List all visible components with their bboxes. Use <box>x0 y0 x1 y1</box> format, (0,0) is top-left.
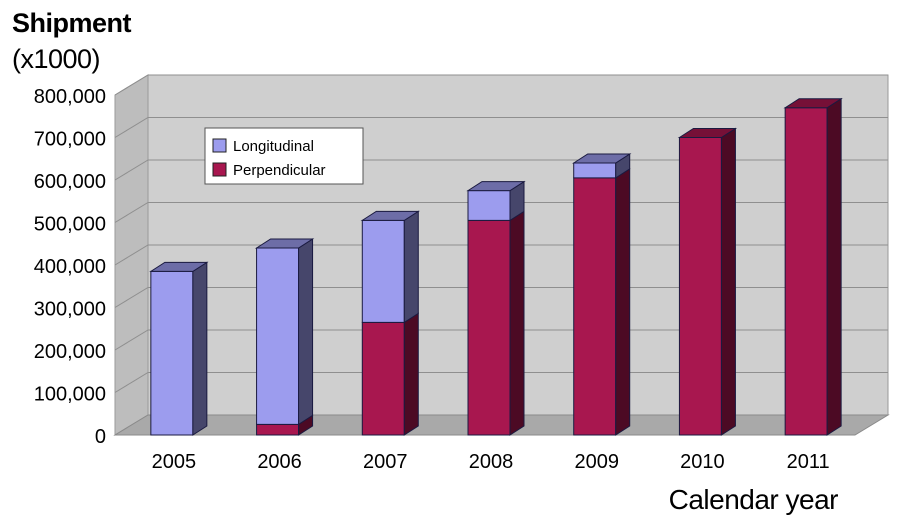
bar-top <box>360 210 420 221</box>
legend-swatch-longitudinal <box>212 138 227 153</box>
bar-perpendicular-2008 <box>467 219 511 436</box>
bar-side <box>615 167 631 436</box>
bar-top <box>254 238 315 249</box>
y-tick-label: 800,000 <box>34 86 106 108</box>
bar-top <box>572 153 632 164</box>
bar-side <box>509 210 525 436</box>
x-tick-label: 2008 <box>469 451 514 473</box>
bar-top <box>783 98 843 109</box>
bar-longitudinal-2005 <box>150 270 194 436</box>
bar-side <box>720 127 736 436</box>
bar-top <box>677 128 738 138</box>
gridline <box>114 74 888 96</box>
bar-longitudinal-2006 <box>256 247 300 425</box>
x-tick-label: 2005 <box>152 451 197 473</box>
y-tick-label: 600,000 <box>34 171 106 193</box>
y-tick-label: 400,000 <box>34 256 106 278</box>
y-axis-title: Shipment <box>12 8 132 38</box>
legend-label-perpendicular: Perpendicular <box>233 162 326 179</box>
y-axis-unit: (x1000) <box>12 44 101 74</box>
bar-side <box>403 312 419 436</box>
bar-side <box>403 210 419 324</box>
gridline <box>114 117 888 138</box>
x-tick-label: 2007 <box>363 451 408 473</box>
bar-longitudinal-2008 <box>467 190 511 221</box>
bar-perpendicular-2010 <box>678 137 722 436</box>
x-tick-label: 2011 <box>787 451 830 473</box>
gridline <box>114 329 888 351</box>
bar-longitudinal-2009 <box>573 162 617 179</box>
bar-perpendicular-2011 <box>784 107 828 436</box>
bar-side <box>192 261 208 436</box>
legend-label-longitudinal: Longitudinal <box>233 138 314 155</box>
bar-top <box>149 261 209 272</box>
gridline <box>114 372 888 393</box>
y-tick-label: 100,000 <box>34 384 106 406</box>
y-tick-label: 300,000 <box>34 299 106 321</box>
bar-side <box>826 97 842 436</box>
y-tick-label: 0 <box>95 426 106 448</box>
bar-top <box>466 181 526 192</box>
x-tick-label: 2009 <box>574 451 619 473</box>
bar-perpendicular-2006 <box>256 423 300 436</box>
gridline <box>114 202 888 223</box>
x-axis-title: Calendar year <box>668 484 839 515</box>
bar-perpendicular-2009 <box>573 177 617 436</box>
x-tick-label: 2010 <box>680 451 725 473</box>
legend <box>204 127 364 185</box>
x-tick-label: 2006 <box>257 451 302 473</box>
gridline <box>114 287 888 308</box>
y-tick-label: 700,000 <box>34 129 106 151</box>
y-tick-label: 500,000 <box>34 214 106 236</box>
gridline <box>114 244 888 266</box>
legend-swatch-perpendicular <box>212 162 227 177</box>
bar-perpendicular-2007 <box>361 321 405 436</box>
gridline <box>114 159 888 181</box>
y-tick-label: 200,000 <box>34 341 106 363</box>
bar-side <box>298 238 314 426</box>
bar-longitudinal-2007 <box>361 219 405 323</box>
